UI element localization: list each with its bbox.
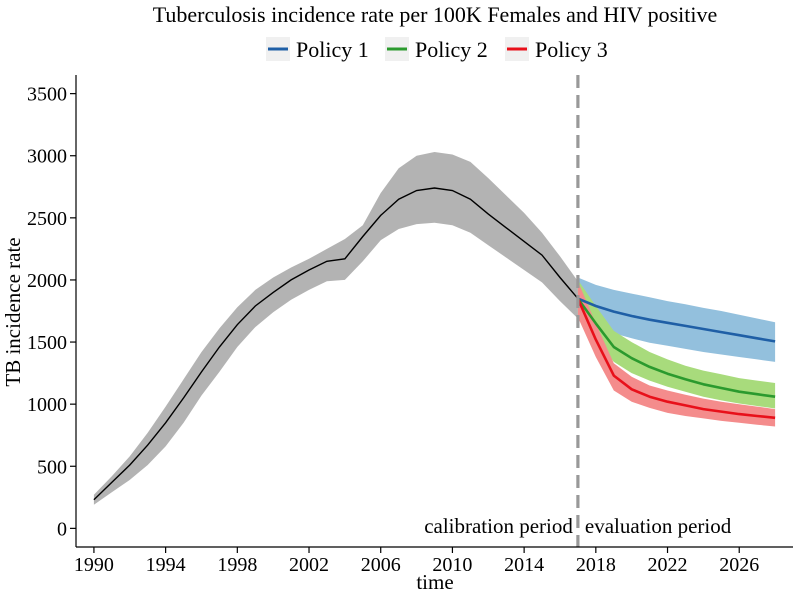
- confidence-bands: [93, 152, 776, 505]
- legend: Policy 1 Policy 2 Policy 3: [266, 37, 608, 62]
- policy-3-line: [576, 298, 776, 420]
- x-tick-label: 2002: [289, 554, 329, 576]
- legend-label: Policy 2: [415, 37, 488, 62]
- x-tick-label: 1994: [146, 554, 186, 576]
- x-tick-label: 2026: [719, 554, 759, 576]
- legend-item-policy-1: Policy 1: [266, 37, 369, 62]
- x-tick-label: 2018: [576, 554, 616, 576]
- policy-2-line: [576, 297, 776, 398]
- calibration-band: [93, 152, 578, 505]
- legend-label: Policy 3: [535, 37, 608, 62]
- legend-item-policy-3: Policy 3: [505, 37, 608, 62]
- y-tick-label: 3500: [27, 84, 67, 106]
- policy-2-band: [577, 279, 776, 409]
- x-tick-label: 1990: [74, 554, 114, 576]
- policy-1-line: [577, 297, 776, 343]
- series-lines: [93, 187, 776, 501]
- policy-3-band: [577, 281, 776, 427]
- evaluation-period-label: evaluation period: [585, 514, 732, 538]
- x-tick-label: 2010: [432, 554, 472, 576]
- y-tick-label: 1500: [27, 332, 67, 354]
- y-tick-label: 500: [37, 456, 67, 478]
- y-axis-title: TB incidence rate: [1, 237, 25, 386]
- x-tick-label: 2006: [361, 554, 401, 576]
- chart-title: Tuberculosis incidence rate per 100K Fem…: [153, 2, 718, 27]
- policy-1-band: [577, 277, 776, 362]
- y-tick-label: 1000: [27, 394, 67, 416]
- x-tick-label: 1998: [217, 554, 257, 576]
- axes: 0 500 1000 1500 2000 2500 3000 3500 1990 1994 1998…: [27, 75, 793, 576]
- x-tick-label: 2022: [648, 554, 688, 576]
- calibration-line: [93, 187, 579, 501]
- y-tick-label: 2000: [27, 270, 67, 292]
- legend-label: Policy 1: [296, 37, 369, 62]
- y-tick-label: 0: [57, 518, 67, 540]
- calibration-period-label: calibration period: [424, 514, 573, 538]
- y-tick-label: 2500: [27, 208, 67, 230]
- legend-item-policy-2: Policy 2: [385, 37, 488, 62]
- y-tick-label: 3000: [27, 146, 67, 168]
- x-axis-title: time: [416, 570, 453, 594]
- x-tick-label: 2014: [504, 554, 544, 576]
